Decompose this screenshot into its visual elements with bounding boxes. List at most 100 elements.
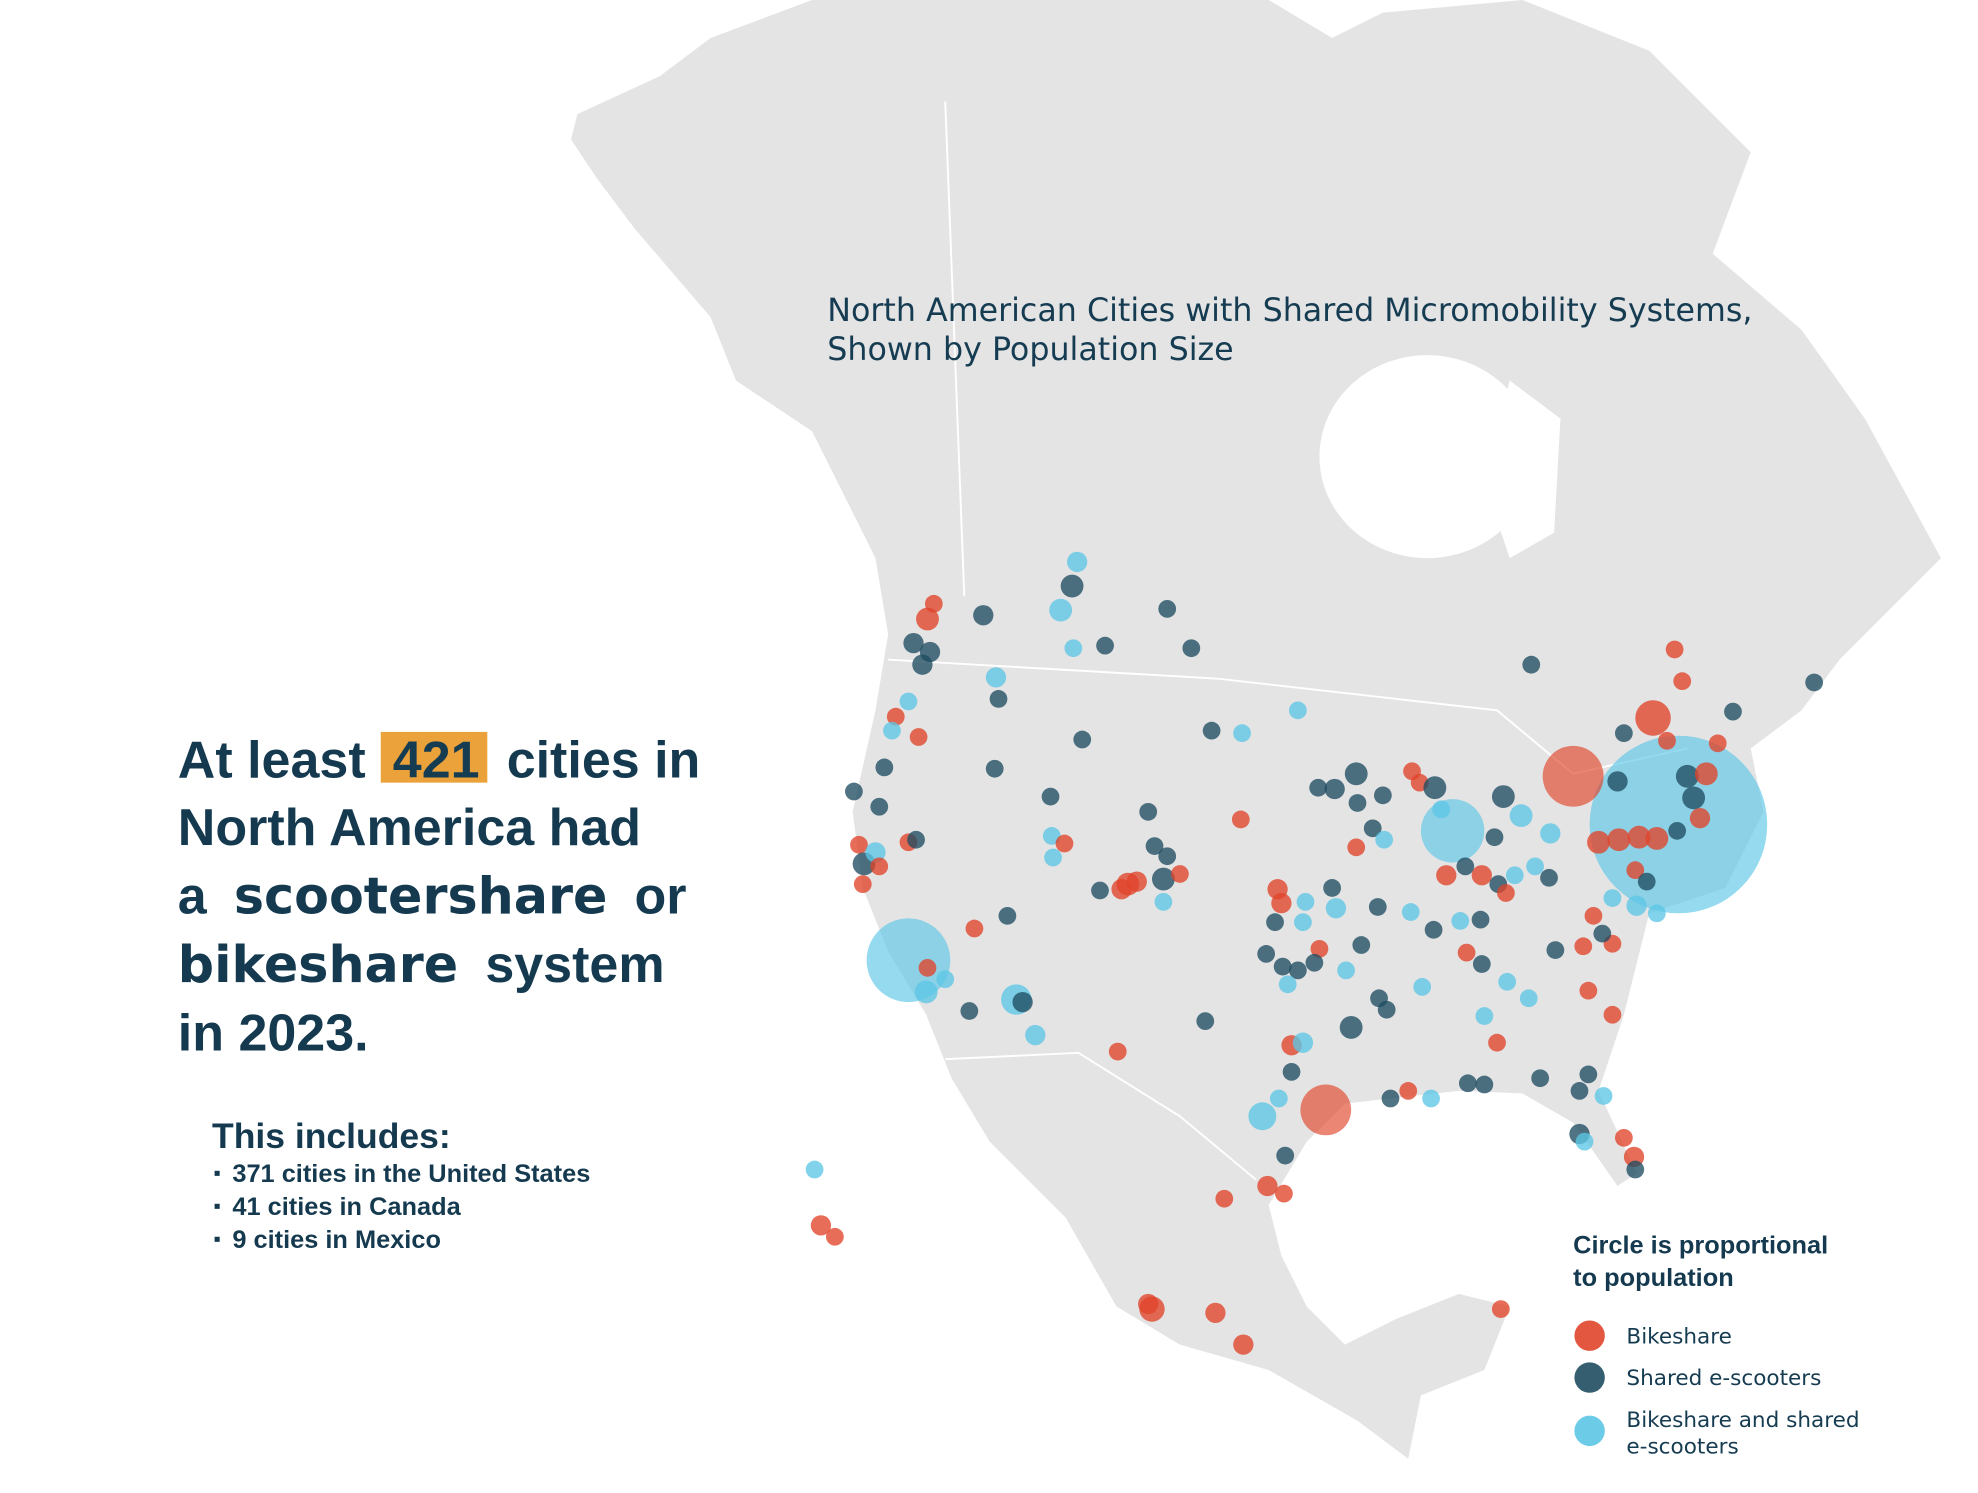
city-circle — [1546, 941, 1565, 959]
city-circle — [1627, 825, 1651, 849]
city-circle — [1647, 904, 1666, 923]
city-circle — [1593, 924, 1612, 943]
legend-title-line: Circle is proportional — [1573, 1231, 1828, 1259]
city-circle — [1689, 808, 1711, 829]
city-circle — [1067, 551, 1088, 573]
city-circle — [1352, 936, 1371, 954]
city-circle — [1471, 865, 1492, 886]
city-circle — [1041, 787, 1060, 806]
city-circle — [1805, 673, 1824, 692]
city-circle — [1049, 598, 1073, 622]
city-circle — [1526, 857, 1544, 876]
city-circle — [1064, 639, 1083, 658]
city-circle — [1273, 957, 1292, 976]
legend-label-line: Shared e-scooters — [1626, 1366, 1821, 1391]
headline-text: or — [635, 867, 687, 925]
headline-emphasis: scootershare — [234, 866, 608, 925]
city-circle — [1584, 906, 1603, 925]
city-circle — [1509, 804, 1533, 828]
city-circle — [1348, 794, 1367, 812]
city-circle — [1300, 1084, 1352, 1136]
city-circle — [1587, 830, 1610, 854]
city-circle — [1368, 898, 1387, 916]
city-circle — [1139, 802, 1158, 821]
city-circle — [1233, 1334, 1254, 1355]
city-circle — [1323, 879, 1342, 897]
city-circle — [1044, 848, 1062, 867]
city-circle — [1485, 828, 1504, 847]
legend-swatch — [1574, 1362, 1605, 1393]
city-circle — [865, 842, 886, 863]
city-circle — [1233, 724, 1251, 743]
headline-text: North America had — [178, 799, 641, 857]
city-circle — [918, 958, 937, 977]
city-circle — [866, 918, 951, 1003]
city-circle — [912, 654, 933, 675]
city-circle — [1363, 819, 1382, 838]
city-circle — [1420, 799, 1485, 863]
city-circle — [1645, 827, 1669, 850]
city-circle — [1215, 1189, 1234, 1208]
city-circle — [1708, 734, 1727, 753]
city-circle — [1282, 1062, 1301, 1081]
city-circle — [1381, 1089, 1400, 1108]
city-circle — [1505, 866, 1524, 885]
city-circle — [1432, 800, 1451, 819]
city-circle — [1288, 701, 1307, 720]
city-circle — [1637, 872, 1656, 891]
city-circle — [886, 707, 905, 726]
city-circle — [883, 721, 901, 740]
city-circle — [1126, 871, 1147, 892]
city-circle — [998, 906, 1017, 925]
city-circle — [903, 632, 924, 654]
city-circle — [1231, 810, 1250, 829]
city-circle — [1607, 828, 1631, 852]
city-circle — [826, 1227, 844, 1246]
city-circle — [1451, 912, 1470, 930]
city-circle — [1339, 1016, 1363, 1039]
city-circle — [1570, 1082, 1589, 1100]
map-title-line: Shown by Population Size — [827, 332, 1233, 368]
city-circle — [1579, 981, 1598, 1000]
city-circle — [1091, 881, 1109, 900]
bullet — [214, 1170, 220, 1176]
map-title: North American Cities with Shared Microm… — [827, 293, 1762, 368]
city-circle — [1522, 655, 1541, 674]
legend-label: Bikeshare — [1626, 1324, 1731, 1349]
city-circle — [1373, 786, 1392, 805]
city-circle — [985, 667, 1007, 688]
city-circle — [1154, 893, 1173, 911]
city-circle — [899, 692, 918, 711]
city-circle — [1614, 1128, 1633, 1147]
headline-emphasis: bikeshare — [178, 935, 458, 994]
city-circle — [1292, 1032, 1314, 1053]
city-circle — [1422, 1089, 1440, 1108]
includes-item: 41 cities in Canada — [232, 1193, 461, 1221]
city-circle — [1108, 1042, 1127, 1061]
legend-swatch — [1574, 1320, 1605, 1351]
city-circle — [1182, 639, 1201, 658]
city-circle — [1248, 1102, 1277, 1131]
city-circle — [1673, 672, 1692, 691]
city-circle — [936, 970, 955, 989]
legend-label-line: e-scooters — [1626, 1435, 1738, 1460]
city-circle — [875, 758, 894, 777]
city-circle — [1111, 879, 1132, 900]
city-circle — [853, 875, 872, 894]
city-circle — [1325, 898, 1347, 919]
city-circle — [1151, 867, 1175, 891]
headline-text: At least — [178, 732, 366, 790]
legend-label: Shared e-scooters — [1626, 1366, 1821, 1391]
city-circle — [1471, 910, 1490, 929]
city-circle — [1413, 977, 1432, 996]
city-circle — [1055, 834, 1074, 853]
city-circle — [1574, 937, 1593, 956]
includes-item: 9 cities in Mexico — [232, 1226, 441, 1254]
city-circle — [1269, 1089, 1288, 1108]
city-circle — [1607, 771, 1628, 792]
city-circle — [1288, 961, 1307, 980]
city-circle — [1594, 1087, 1613, 1105]
city-circle — [1401, 903, 1420, 921]
legend-label-line: Bikeshare and shared — [1626, 1408, 1859, 1433]
city-circle — [1724, 702, 1742, 721]
